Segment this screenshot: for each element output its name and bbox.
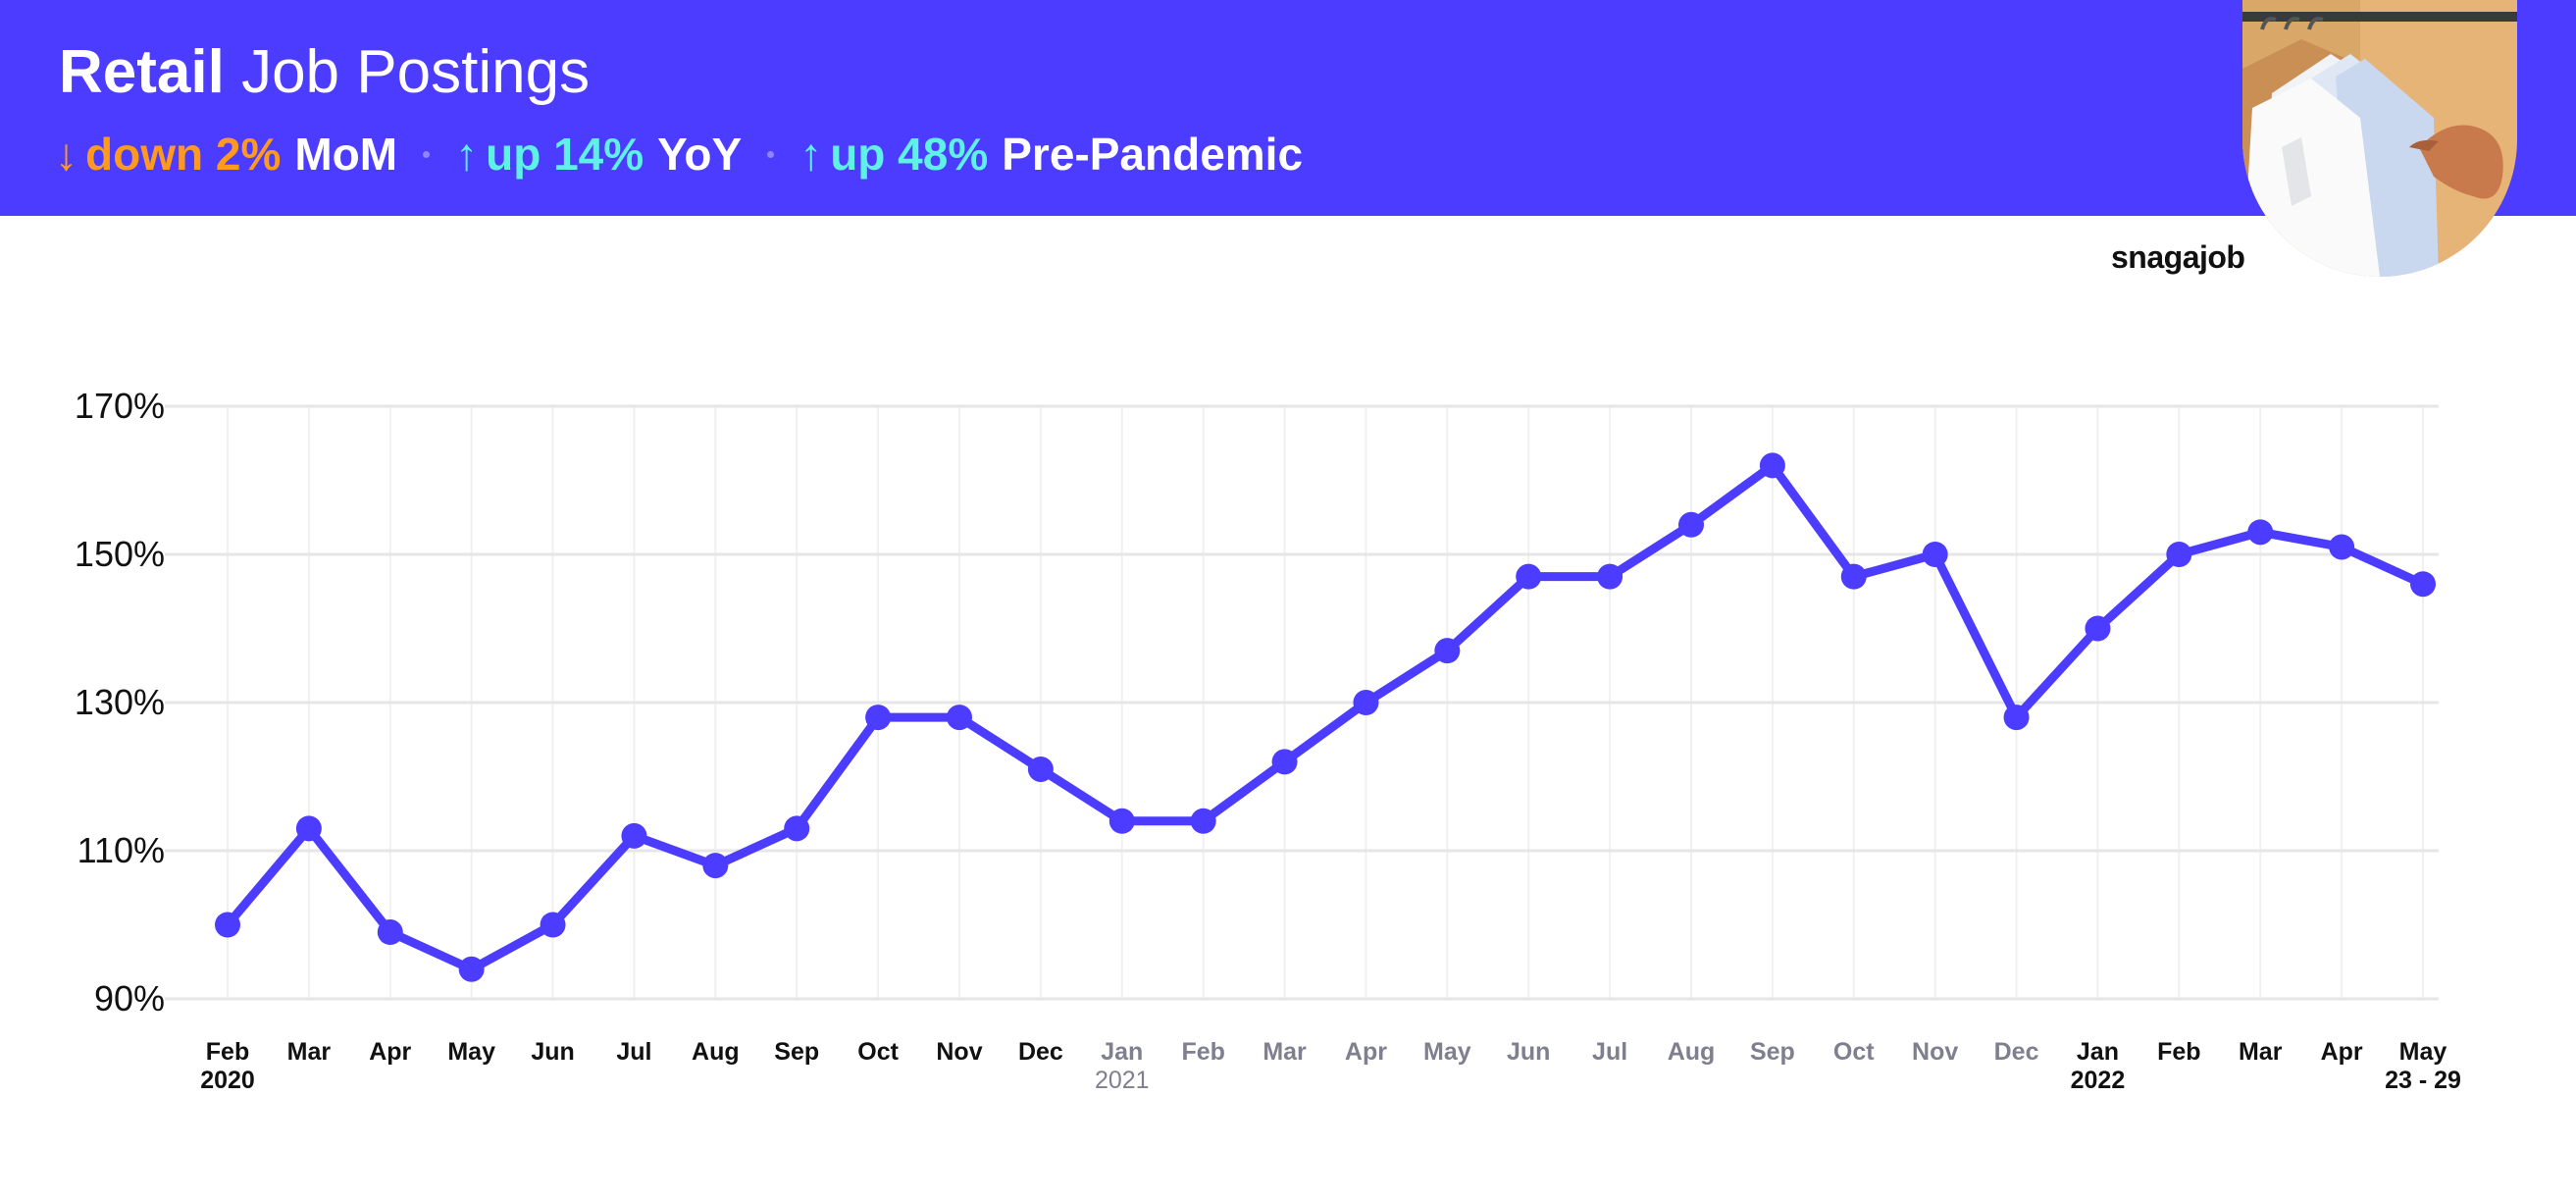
x-tick-label: Oct bbox=[1833, 1038, 1875, 1066]
x-tick-label: May bbox=[2399, 1038, 2447, 1066]
x-tick-label: Jul bbox=[616, 1038, 651, 1066]
data-point bbox=[2085, 615, 2111, 642]
data-point bbox=[1840, 563, 1867, 590]
x-tick-label: Mar bbox=[287, 1038, 332, 1066]
x-tick-label: Apr bbox=[2321, 1038, 2363, 1066]
data-point bbox=[2247, 519, 2274, 546]
x-tick-year-label: 2021 bbox=[1095, 1067, 1150, 1094]
data-point bbox=[1271, 749, 1298, 775]
data-point bbox=[2166, 542, 2192, 567]
data-point bbox=[2003, 705, 2030, 731]
x-tick-label: Jun bbox=[1507, 1038, 1550, 1066]
data-point bbox=[1027, 756, 1054, 782]
x-tick-year-label: 2022 bbox=[2071, 1067, 2126, 1094]
data-point bbox=[1190, 808, 1216, 834]
data-point bbox=[865, 705, 892, 731]
page-title: Retail Job Postings bbox=[59, 35, 590, 110]
data-point bbox=[215, 912, 240, 938]
data-point bbox=[702, 853, 729, 879]
up-arrow-icon: ↑ bbox=[455, 129, 479, 180]
stat-yoy-label: YoY bbox=[657, 129, 743, 180]
x-tick-label: May bbox=[1423, 1038, 1471, 1066]
header-banner bbox=[0, 0, 2576, 216]
x-tick-label: Mar bbox=[1262, 1038, 1307, 1066]
title-light: Job Postings bbox=[241, 38, 591, 106]
y-tick-label: 130% bbox=[75, 682, 165, 722]
x-tick-label: May bbox=[447, 1038, 495, 1066]
down-arrow-icon: ↓ bbox=[55, 129, 77, 180]
stat-prepandemic-label: Pre-Pandemic bbox=[1002, 129, 1304, 180]
x-tick-label: Nov bbox=[1912, 1038, 1958, 1066]
x-tick-label: Dec bbox=[1018, 1038, 1063, 1066]
stat-prepandemic-value: up 48% bbox=[830, 129, 989, 180]
stat-mom-label: MoM bbox=[294, 129, 398, 180]
data-point bbox=[784, 815, 810, 842]
data-point bbox=[2410, 571, 2436, 598]
x-tick-label: Jun bbox=[531, 1038, 574, 1066]
x-tick-label: Feb bbox=[206, 1038, 249, 1066]
x-tick-label: Mar bbox=[2239, 1038, 2283, 1066]
data-point bbox=[1922, 542, 1948, 567]
stat-yoy-value: up 14% bbox=[486, 129, 644, 180]
up-arrow-icon: ↑ bbox=[799, 129, 823, 180]
snagajob-logo: snagajob bbox=[2111, 239, 2245, 275]
x-tick-label: Aug bbox=[1668, 1038, 1716, 1066]
x-tick-year-label: 23 - 29 bbox=[2385, 1067, 2461, 1094]
data-point bbox=[377, 919, 403, 946]
x-tick-label: Sep bbox=[774, 1038, 819, 1066]
separator-dot bbox=[767, 150, 775, 158]
data-point bbox=[1516, 563, 1542, 590]
data-point bbox=[458, 956, 485, 982]
data-point bbox=[947, 705, 972, 731]
data-point bbox=[621, 822, 647, 849]
data-point bbox=[1108, 808, 1135, 834]
data-point bbox=[1434, 638, 1461, 664]
x-tick-label: Oct bbox=[857, 1038, 899, 1066]
series-line bbox=[223, 460, 2428, 974]
x-tick-label: Apr bbox=[369, 1038, 411, 1066]
y-tick-label: 90% bbox=[94, 978, 165, 1018]
data-point bbox=[1353, 690, 1379, 715]
x-tick-label: Sep bbox=[1750, 1038, 1795, 1066]
data-point bbox=[1678, 511, 1704, 538]
data-point bbox=[2329, 534, 2355, 560]
x-tick-label: Jul bbox=[1592, 1038, 1627, 1066]
x-tick-label: Jan bbox=[1101, 1038, 1143, 1066]
x-tick-label: Jan bbox=[2077, 1038, 2119, 1066]
data-point bbox=[540, 912, 566, 938]
y-tick-label: 110% bbox=[77, 830, 165, 870]
y-tick-label: 170% bbox=[75, 386, 165, 426]
stat-mom-value: down 2% bbox=[85, 129, 282, 180]
stats-row: ↓ down 2% MoM ↑ up 14% YoY ↑ up 48% Pre-… bbox=[55, 120, 1303, 188]
x-tick-label: Nov bbox=[936, 1038, 982, 1066]
title-bold: Retail bbox=[59, 38, 225, 106]
clothes-hanger-photo bbox=[2242, 0, 2517, 277]
x-tick-label: Apr bbox=[1345, 1038, 1387, 1066]
x-tick-year-label: 2020 bbox=[200, 1067, 255, 1094]
x-tick-label: Feb bbox=[1181, 1038, 1224, 1066]
separator-dot bbox=[423, 150, 431, 158]
x-tick-label: Feb bbox=[2157, 1038, 2200, 1066]
data-point bbox=[295, 815, 322, 842]
y-tick-label: 150% bbox=[75, 534, 165, 574]
x-tick-label: Aug bbox=[692, 1038, 740, 1066]
data-point bbox=[1597, 563, 1623, 590]
data-point bbox=[1759, 452, 1785, 479]
x-tick-label: Dec bbox=[1994, 1038, 2039, 1066]
